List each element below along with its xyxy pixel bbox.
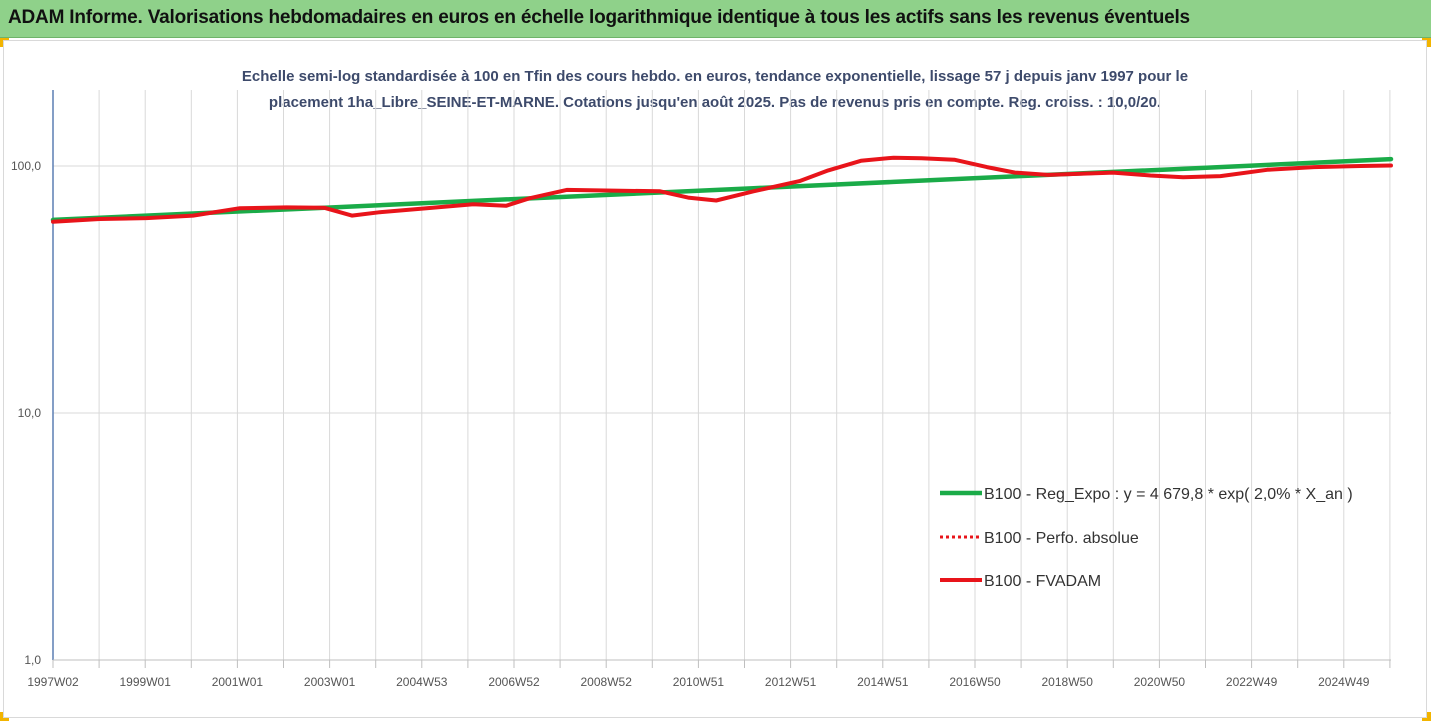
- legend-item-regression-label: B100 - Reg_Expo : y = 4 679,8 * exp( 2,0…: [984, 486, 1353, 503]
- page-title: ADAM Informe. Valorisations hebdomadaire…: [8, 7, 1190, 28]
- title-banner: ADAM Informe. Valorisations hebdomadaire…: [0, 0, 1431, 38]
- legend-item-perfo-label: B100 - Perfo. absolue: [984, 530, 1139, 547]
- chart-subtitle: Echelle semi-log standardisée à 100 en T…: [140, 64, 1290, 116]
- x-tick-label: 2006W52: [488, 675, 540, 689]
- x-tick-label: 1999W01: [120, 675, 172, 689]
- x-tick-label: 2014W51: [857, 675, 909, 689]
- x-tick-label: 2001W01: [212, 675, 264, 689]
- y-tick-label: 100,0: [11, 159, 41, 173]
- x-tick-label: 2022W49: [1226, 675, 1278, 689]
- x-tick-label: 2016W50: [949, 675, 1001, 689]
- y-tick-label: 1,0: [24, 653, 41, 667]
- x-tick-label: 2010W51: [673, 675, 725, 689]
- x-tick-label: 1997W02: [27, 675, 79, 689]
- chart-subtitle-line-2: placement 1ha_Libre_SEINE-ET-MARNE. Cota…: [268, 94, 1162, 111]
- x-tick-label: 2008W52: [581, 675, 633, 689]
- legend-item-fvadam-label: B100 - FVADAM: [984, 573, 1101, 590]
- x-tick-label: 2020W50: [1134, 675, 1186, 689]
- x-tick-label: 2004W53: [396, 675, 448, 689]
- x-tick-label: 2012W51: [765, 675, 817, 689]
- chart-subtitle-line-1: Echelle semi-log standardisée à 100 en T…: [241, 68, 1189, 85]
- chart-area: [3, 40, 1427, 718]
- y-tick-label: 10,0: [18, 406, 42, 420]
- x-tick-label: 2003W01: [304, 675, 356, 689]
- series-fvadam-line: [51, 155, 1393, 224]
- series-regression-line: [50, 156, 1394, 223]
- x-tick-label: 2018W50: [1042, 675, 1094, 689]
- x-tick-label: 2024W49: [1318, 675, 1370, 689]
